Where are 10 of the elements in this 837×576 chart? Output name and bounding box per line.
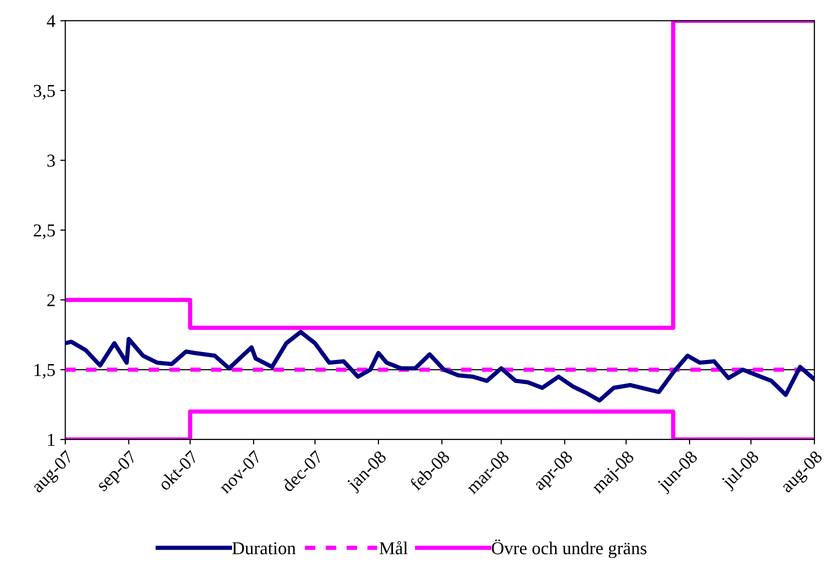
y-tick-label: 4 — [46, 15, 56, 27]
y-tick-label: 2,5 — [34, 224, 55, 240]
legend-label: Duration — [232, 542, 296, 554]
y-tick-label: 3,5 — [34, 84, 55, 100]
legend-label: Mål — [380, 541, 408, 554]
y-tick-label: 1,5 — [34, 364, 55, 379]
y-tick-label: 1 — [48, 434, 54, 446]
y-tick-label: 3 — [47, 154, 55, 167]
y-tick-label: 2 — [47, 294, 55, 306]
legend-label: Övre och undre gräns — [492, 539, 646, 558]
